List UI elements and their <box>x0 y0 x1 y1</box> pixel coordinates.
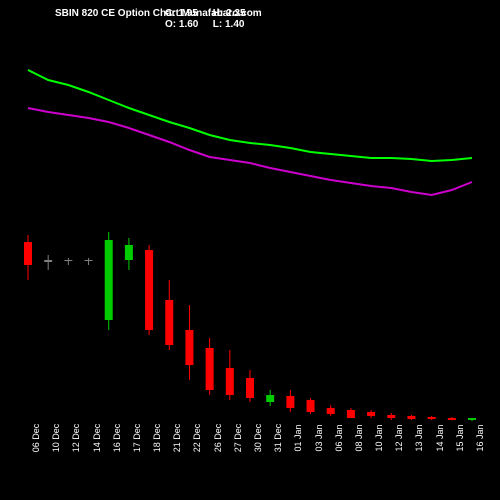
plot-area <box>0 0 500 430</box>
candle-body <box>64 260 72 261</box>
candle-body <box>367 412 375 416</box>
candle-body <box>185 330 193 365</box>
indicator-line <box>28 70 472 161</box>
candle-body <box>145 250 153 330</box>
ohlc-high: H: 2.35 <box>213 8 258 19</box>
ohlc-close: C: 1.95 <box>165 8 210 19</box>
candle-body <box>286 396 294 408</box>
candle-body <box>24 242 32 265</box>
candle-body <box>44 260 52 262</box>
ohlc-low: L: 1.40 <box>213 19 258 30</box>
ohlc-open: O: 1.60 <box>165 19 210 30</box>
candle-body <box>125 245 133 260</box>
candle-body <box>347 410 355 418</box>
candle-body <box>246 378 254 398</box>
candle-body <box>105 240 113 320</box>
candle-body <box>307 400 315 412</box>
candle-body <box>266 395 274 402</box>
candle-body <box>206 348 214 390</box>
candle-body <box>407 416 415 419</box>
x-tick-label: 16 Jan <box>475 424 500 451</box>
candle-body <box>85 260 93 261</box>
chart-container: SBIN 820 CE Option Chart Munafabaro.com … <box>0 0 500 500</box>
ohlc-readout: C: 1.95 H: 2.35 O: 1.60 L: 1.40 <box>165 8 258 30</box>
candle-body <box>327 408 335 414</box>
candle-body <box>448 418 456 420</box>
candle-body <box>226 368 234 395</box>
indicator-line <box>28 108 472 195</box>
candle-body <box>387 415 395 418</box>
candle-body <box>428 417 436 419</box>
candle-body <box>165 300 173 345</box>
candle-body <box>468 418 476 420</box>
x-axis: 06 Dec10 Dec12 Dec14 Dec16 Dec17 Dec18 D… <box>20 430 480 500</box>
